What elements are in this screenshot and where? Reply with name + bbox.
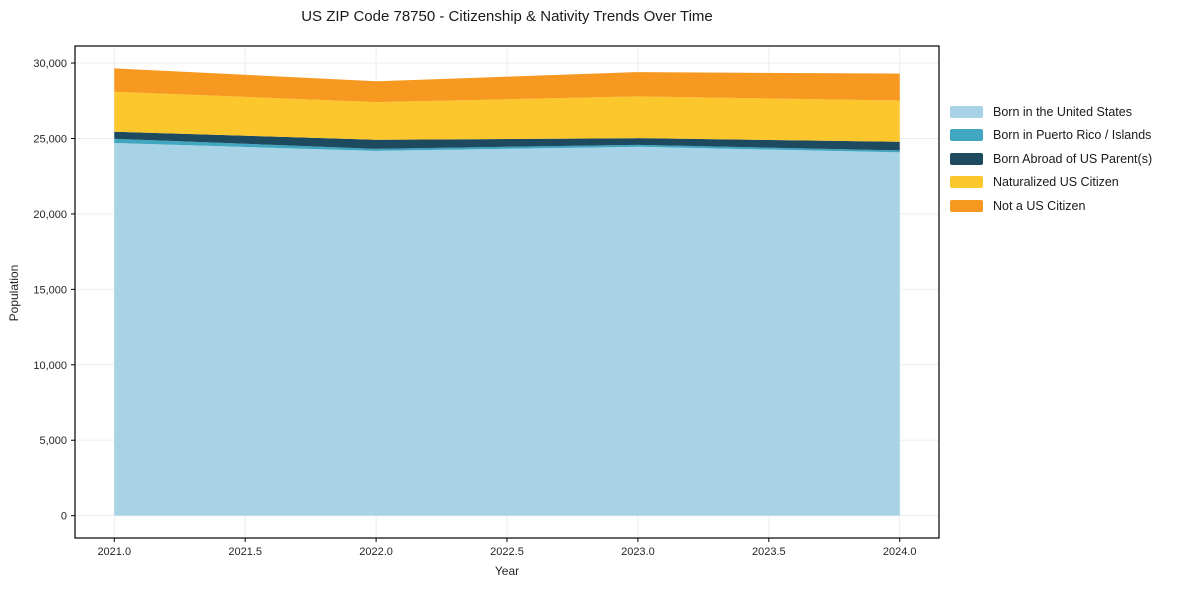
- y-tick-label: 10,000: [33, 360, 67, 372]
- legend-label: Born in Puerto Rico / Islands: [993, 128, 1152, 143]
- y-tick-label: 30,000: [33, 58, 67, 70]
- y-tick-label: 20,000: [33, 209, 67, 221]
- y-tick-label: 25,000: [33, 133, 67, 145]
- y-tick-label: 15,000: [33, 284, 67, 296]
- x-tick-label: 2021.5: [228, 546, 262, 558]
- legend-swatch: [950, 129, 983, 142]
- legend-swatch: [950, 105, 983, 118]
- y-tick-label: 5,000: [39, 435, 67, 447]
- legend-swatch: [950, 176, 983, 189]
- legend: Born in the United States Born in Puerto …: [950, 102, 1152, 216]
- x-tick-label: 2022.0: [359, 546, 393, 558]
- area-naturalized-us-citizen: [114, 91, 900, 142]
- legend-label: Born in the United States: [993, 104, 1132, 119]
- y-axis-label: Population: [7, 264, 21, 322]
- area-born-in-puerto-rico-islands: [114, 138, 900, 153]
- x-tick-label: 2023.0: [621, 546, 655, 558]
- legend-label: Not a US Citizen: [993, 198, 1086, 213]
- legend-item-born-in-puerto-rico-islands: Born in Puerto Rico / Islands: [950, 126, 1152, 146]
- legend-item-born-in-the-united-states: Born in the United States: [950, 102, 1152, 122]
- legend-swatch: [950, 152, 983, 165]
- legend-label: Born Abroad of US Parent(s): [993, 151, 1153, 166]
- legend-swatch: [950, 199, 983, 212]
- x-tick-label: 2022.5: [490, 546, 524, 558]
- legend-item-naturalized-us-citizen: Naturalized US Citizen: [950, 173, 1152, 193]
- area-not-a-us-citizen: [114, 68, 900, 103]
- x-tick-label: 2023.5: [752, 546, 786, 558]
- legend-label: Naturalized US Citizen: [993, 175, 1119, 190]
- x-tick-label: 2024.0: [883, 546, 917, 558]
- area-born-abroad-of-us-parent-s: [114, 131, 900, 151]
- y-tick-label: 0: [61, 511, 67, 523]
- chart-title: US ZIP Code 78750 - Citizenship & Nativi…: [301, 8, 713, 25]
- area-born-in-the-united-states: [114, 143, 900, 516]
- x-axis-label: Year: [494, 564, 520, 578]
- x-tick-label: 2021.0: [97, 546, 131, 558]
- legend-item-not-a-us-citizen: Not a US Citizen: [950, 196, 1152, 216]
- legend-item-born-abroad-of-us-parent-s: Born Abroad of US Parent(s): [950, 149, 1152, 169]
